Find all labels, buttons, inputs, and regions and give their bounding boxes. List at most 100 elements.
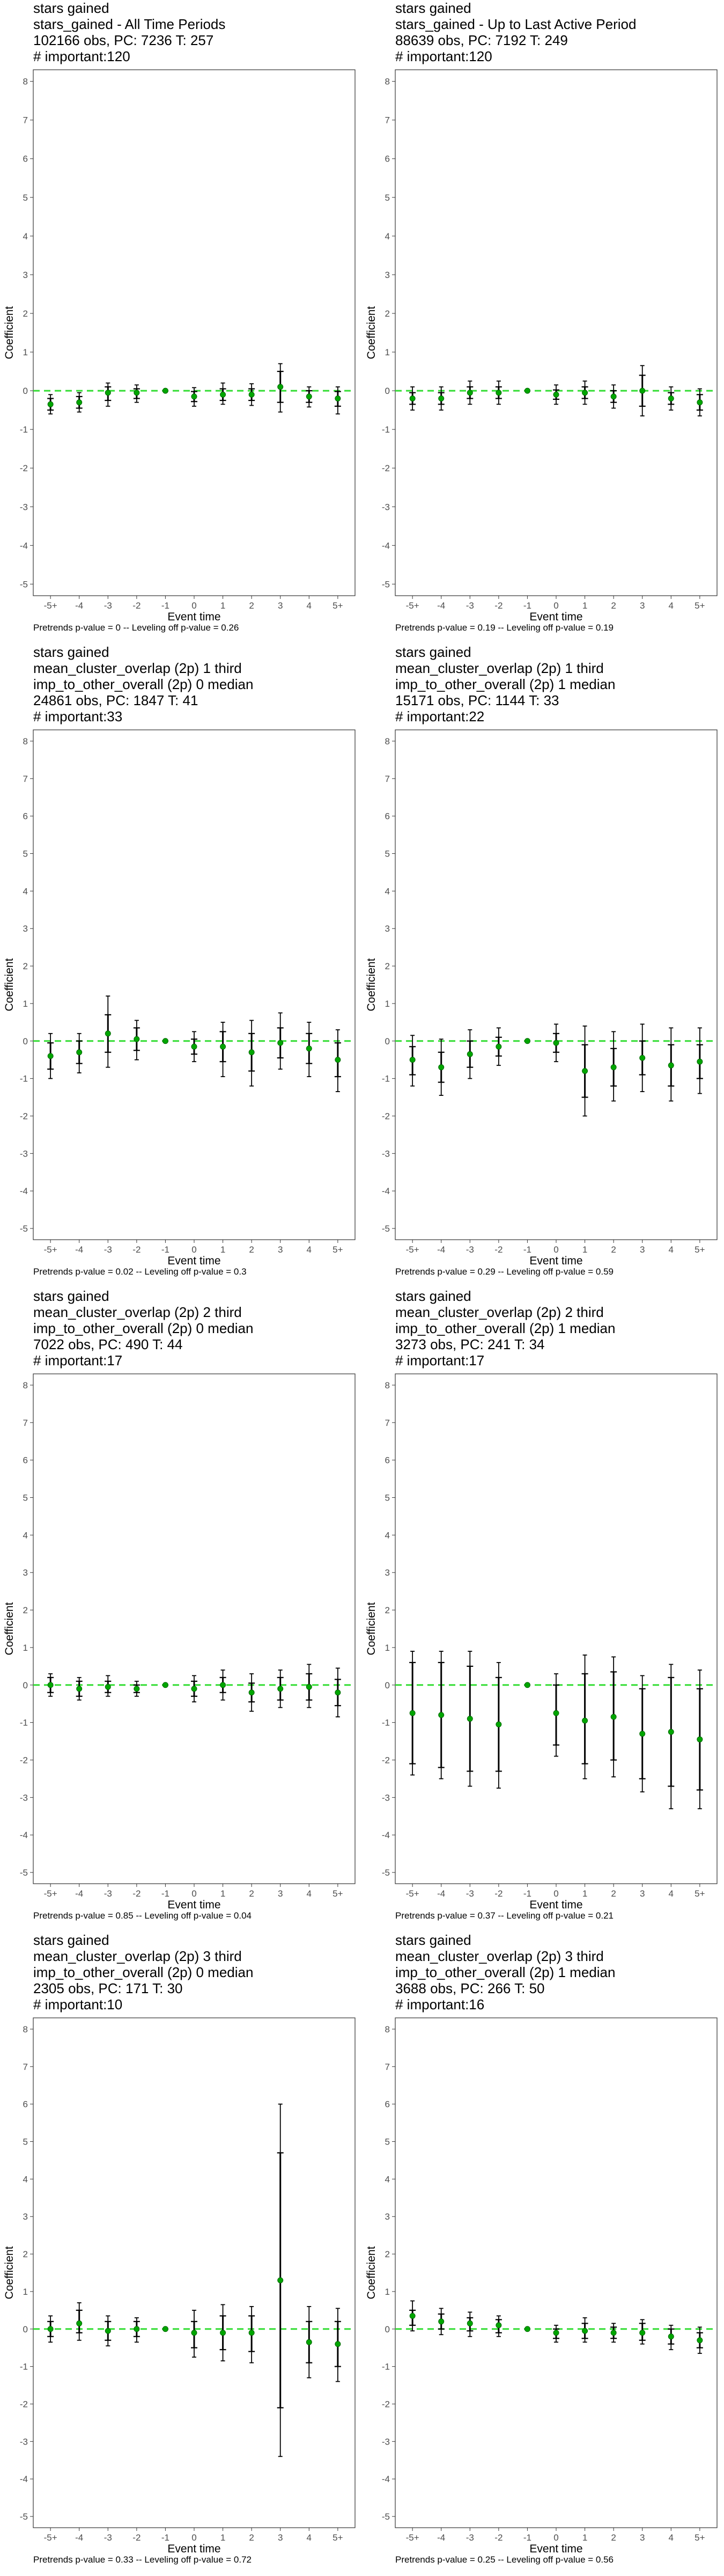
- coefficient-point: [306, 1045, 312, 1052]
- x-tick-label: 2: [611, 1245, 616, 1255]
- y-tick-label: 8: [385, 736, 390, 747]
- y-tick-label: 7: [23, 1418, 28, 1428]
- y-tick-label: -1: [382, 1718, 390, 1728]
- x-tick-label: 3: [278, 601, 283, 611]
- y-tick-label: 5: [385, 849, 390, 859]
- coefficient-point: [335, 1689, 341, 1696]
- y-tick-label: 1: [385, 999, 390, 1009]
- y-tick-label: 0: [385, 1036, 390, 1046]
- x-tick-label: 1: [220, 1245, 225, 1255]
- coefficient-point: [220, 1043, 226, 1050]
- x-tick-label: 5+: [695, 2533, 705, 2543]
- chart-panel-2: stars gained stars_gained - Up to Last Ac…: [362, 0, 724, 644]
- coefficient-point: [668, 1729, 674, 1735]
- coefficient-point: [191, 393, 197, 400]
- chart-title-line: # important:17: [33, 1352, 123, 1368]
- chart-title-line: mean_cluster_overlap (2p) 1 third: [395, 660, 604, 676]
- x-tick-label: 0: [553, 1889, 558, 1899]
- x-tick-label: -1: [523, 1245, 531, 1255]
- coefficient-point: [306, 1684, 312, 1690]
- coefficient-point: [610, 1064, 617, 1071]
- chart-title-line: 3273 obs, PC: 241 T: 34: [395, 1336, 545, 1352]
- y-tick-label: 3: [23, 270, 28, 280]
- coefficient-point: [467, 1051, 473, 1057]
- y-tick-label: -3: [20, 502, 28, 512]
- x-tick-label: 5+: [333, 2533, 343, 2543]
- chart-title-line: 102166 obs, PC: 7236 T: 257: [33, 32, 214, 48]
- coefficient-point: [553, 1710, 559, 1716]
- y-tick-label: 7: [23, 2062, 28, 2072]
- y-tick-label: 3: [385, 1568, 390, 1578]
- chart-plot: -5 -4 -3 -2 -1 0 1 2 3 4 5 6 7 8 -5+ -4 -3 -2 -1 0 1 2 3 4 5+ Eve…: [365, 2017, 718, 2555]
- chart-title: stars gained stars_gained - All Time Peri…: [33, 0, 225, 64]
- x-tick-label: 4: [307, 601, 312, 611]
- y-tick-label: 1: [23, 2287, 28, 2297]
- plot-area-border: [395, 729, 718, 1240]
- x-tick-label: 5+: [333, 601, 343, 611]
- chart-title-line: stars gained: [33, 1932, 109, 1948]
- chart-title-line: 2305 obs, PC: 171 T: 30: [33, 1980, 183, 1996]
- coefficient-point: [191, 1043, 197, 1050]
- y-tick-label: 1: [385, 2287, 390, 2297]
- coefficient-point: [191, 2330, 197, 2336]
- chart-title-line: stars gained: [395, 644, 471, 660]
- x-tick-label: -1: [523, 1889, 531, 1899]
- coefficient-point: [496, 1043, 502, 1050]
- y-tick-label: 2: [385, 961, 390, 971]
- x-tick-label: 0: [553, 601, 558, 611]
- x-tick-label: 5+: [333, 1245, 343, 1255]
- y-tick-label: 6: [385, 811, 390, 822]
- x-tick-label: -2: [494, 1889, 503, 1899]
- x-tick-label: 2: [249, 2533, 254, 2543]
- x-axis-title: Event time: [167, 611, 220, 623]
- chart-title-line: 88639 obs, PC: 7192 T: 249: [395, 32, 568, 48]
- x-tick-label: -3: [466, 1889, 474, 1899]
- coefficient-point: [105, 1030, 111, 1037]
- chart-plot: -5 -4 -3 -2 -1 0 1 2 3 4 5 6 7 8 -5+ -4 -3 -2 -1 0 1 2 3 4 5+ Eve…: [365, 1373, 718, 1911]
- chart-title-line: imp_to_other_overall (2p) 0 median: [33, 1320, 254, 1336]
- y-tick-label: 4: [23, 2174, 28, 2184]
- y-tick-label: -1: [382, 2362, 390, 2372]
- coefficient-point: [438, 1064, 445, 1071]
- x-axis-title: Event time: [167, 1899, 220, 1911]
- y-tick-label: -1: [20, 1074, 28, 1084]
- coefficient-point: [306, 2339, 312, 2345]
- coefficient-point: [697, 1736, 703, 1743]
- x-axis-title: Event time: [529, 2543, 582, 2555]
- chart-title-line: stars gained: [33, 1288, 109, 1304]
- y-tick-label: 0: [385, 2324, 390, 2334]
- x-tick-label: 2: [611, 1889, 616, 1899]
- coefficient-point: [105, 2328, 111, 2334]
- coefficient-point: [277, 2277, 284, 2284]
- y-tick-label: -4: [20, 2474, 28, 2484]
- coefficient-point: [582, 390, 588, 396]
- coefficient-point: [134, 1686, 140, 1692]
- x-tick-label: 2: [249, 1889, 254, 1899]
- y-tick-label: 5: [23, 2137, 28, 2147]
- y-tick-label: 2: [23, 1605, 28, 1615]
- coefficient-point: [582, 2328, 588, 2334]
- x-axis-title: Event time: [167, 1255, 220, 1267]
- y-tick-label: 6: [23, 154, 28, 164]
- y-tick-label: -5: [382, 1868, 390, 1878]
- y-tick-label: -3: [382, 1148, 390, 1159]
- x-tick-label: 3: [640, 1889, 645, 1899]
- coefficient-point: [438, 2318, 445, 2325]
- x-tick-label: 4: [669, 1889, 674, 1899]
- x-tick-label: 4: [307, 1245, 312, 1255]
- p-value-caption: Pretrends p-value = 0.37 -- Leveling off…: [395, 1911, 614, 1921]
- x-tick-label: -4: [75, 1889, 83, 1899]
- y-tick-label: 4: [385, 886, 390, 896]
- chart-title-line: imp_to_other_overall (2p) 1 median: [395, 1964, 616, 1980]
- x-tick-label: -1: [523, 2533, 531, 2543]
- coefficient-point: [105, 1684, 111, 1690]
- plot-area-border: [33, 729, 356, 1240]
- x-tick-label: -5+: [406, 1889, 419, 1899]
- coefficient-point: [467, 2320, 473, 2326]
- chart-title: stars gained mean_cluster_overlap (2p) 3 …: [33, 1932, 253, 2012]
- coefficient-point: [668, 2333, 674, 2340]
- x-tick-label: 0: [191, 1889, 196, 1899]
- x-axis-title: Event time: [167, 2543, 220, 2555]
- y-tick-label: 4: [385, 1530, 390, 1540]
